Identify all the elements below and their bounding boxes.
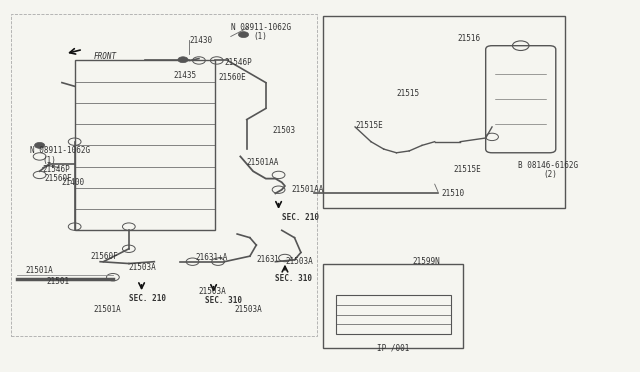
Text: 21515E: 21515E (355, 121, 383, 129)
Text: 2163l: 2163l (256, 255, 280, 264)
Text: 21560F: 21560F (91, 251, 118, 261)
Text: 21501A: 21501A (94, 305, 122, 314)
Text: 21560E: 21560E (45, 174, 72, 183)
Bar (11, 14, 317, 336)
Text: 21503: 21503 (272, 126, 295, 135)
Text: 21503A: 21503A (129, 263, 157, 272)
Text: SEC. 310: SEC. 310 (275, 274, 312, 283)
Text: N 08911-1062G: N 08911-1062G (30, 147, 90, 155)
Text: 21546P: 21546P (225, 58, 252, 67)
Text: 21503A: 21503A (199, 287, 227, 296)
Text: 21560E: 21560E (218, 73, 246, 81)
Text: 21501AA: 21501AA (291, 185, 324, 194)
Text: N 08911-1062G: N 08911-1062G (231, 23, 291, 32)
Text: (1): (1) (253, 32, 267, 41)
Text: 21400: 21400 (62, 178, 85, 187)
Text: 21430: 21430 (189, 36, 212, 45)
Bar (323, 16, 565, 208)
Text: 21631+A: 21631+A (196, 253, 228, 263)
Text: (1): (1) (43, 155, 57, 165)
Text: B 08146-6162G: B 08146-6162G (518, 161, 578, 170)
Text: (2): (2) (543, 170, 557, 179)
Text: 21599N: 21599N (412, 257, 440, 266)
Text: 21503A: 21503A (285, 257, 313, 266)
Bar (323, 263, 463, 349)
Text: 21515E: 21515E (454, 165, 481, 174)
Text: SEC. 310: SEC. 310 (205, 296, 243, 305)
Text: 21546P: 21546P (43, 165, 70, 174)
Text: 21516: 21516 (457, 34, 480, 43)
Bar (75, 61, 215, 230)
Text: FRONT: FRONT (94, 52, 117, 61)
Text: SEC. 210: SEC. 210 (129, 294, 166, 303)
Text: IP /001: IP /001 (378, 344, 410, 353)
Circle shape (35, 142, 45, 148)
Bar (336, 295, 451, 334)
Text: 21435: 21435 (173, 71, 196, 80)
Text: 21501AA: 21501AA (246, 157, 279, 167)
Text: SEC. 210: SEC. 210 (282, 213, 319, 222)
Circle shape (239, 32, 248, 38)
Text: 21515: 21515 (396, 89, 420, 98)
Text: 21501A: 21501A (26, 266, 53, 275)
Text: 21510: 21510 (441, 189, 464, 198)
Text: 21501: 21501 (46, 278, 69, 286)
Text: 21503A: 21503A (234, 305, 262, 314)
Circle shape (178, 57, 188, 62)
